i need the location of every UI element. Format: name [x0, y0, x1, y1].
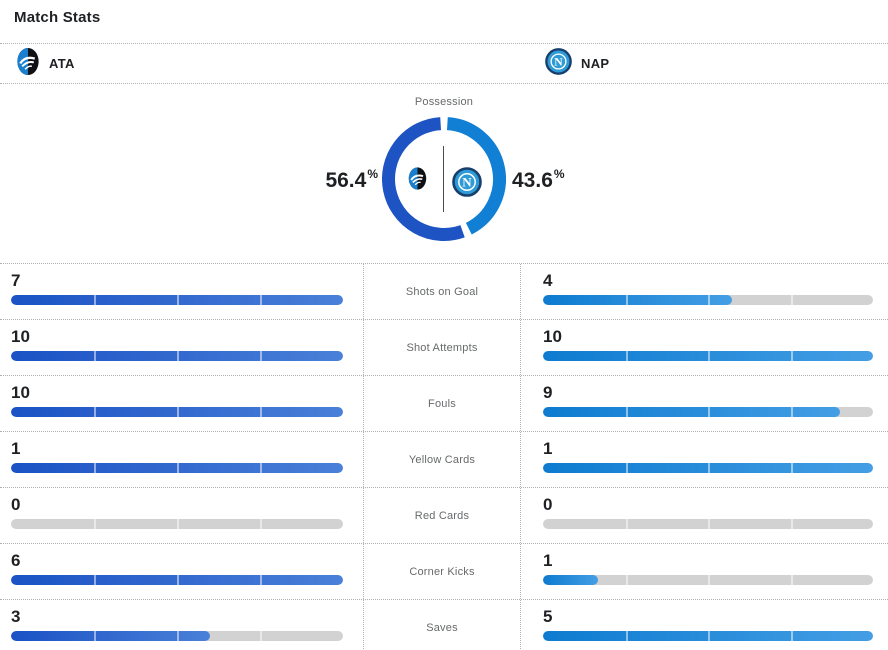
stat-label-cell: Red Cards — [363, 488, 521, 543]
atalanta-crest-icon — [16, 47, 40, 81]
stat-label: Fouls — [428, 397, 456, 410]
team-away-abbr: NAP — [581, 56, 610, 71]
team-home-abbr: ATA — [49, 56, 75, 71]
stat-cell-home: 0 — [0, 488, 363, 543]
bar-fill-away — [543, 575, 598, 585]
stat-cell-home: 6 — [0, 544, 363, 599]
stat-value-away: 0 — [543, 495, 553, 514]
stat-value-away: 1 — [543, 439, 553, 458]
donut-segment-home — [382, 117, 465, 241]
possession-title: Possession — [414, 96, 474, 108]
stat-cell-home: 3 — [0, 600, 363, 650]
stat-row: 3 Saves 5 — [0, 599, 888, 650]
stat-label-cell: Corner Kicks — [363, 544, 521, 599]
stat-cell-home: 10 — [0, 376, 363, 431]
page-title: Match Stats — [14, 9, 101, 26]
stat-row: 1 Yellow Cards 1 — [0, 431, 888, 487]
percent-sign: % — [367, 167, 378, 181]
stat-bar-away — [543, 295, 873, 305]
stat-value-away: 9 — [543, 383, 553, 402]
stat-bar-away — [543, 351, 873, 361]
stat-value-home: 6 — [11, 551, 21, 570]
stat-label: Yellow Cards — [408, 453, 476, 466]
stat-bar-home — [11, 575, 343, 585]
stat-label: Corner Kicks — [409, 565, 475, 578]
stat-value-home: 10 — [11, 383, 30, 402]
atalanta-crest-icon — [408, 166, 427, 196]
stat-label-cell: Shot Attempts — [363, 320, 521, 375]
possession-donut-chart: N — [382, 117, 506, 241]
stat-value-home: 7 — [11, 271, 21, 290]
stat-bar-home — [11, 295, 343, 305]
stat-bar-home — [11, 407, 343, 417]
stat-label-cell: Saves — [363, 600, 521, 650]
svg-text:N: N — [462, 175, 472, 190]
stat-value-away: 1 — [543, 551, 553, 570]
stat-label: Red Cards — [414, 509, 470, 522]
stat-bar-home — [11, 631, 343, 641]
stat-label: Saves — [426, 621, 458, 634]
stat-cell-away: 1 — [521, 544, 888, 599]
stat-value-home: 1 — [11, 439, 21, 458]
stat-cell-away: 1 — [521, 432, 888, 487]
svg-text:N: N — [554, 55, 563, 68]
stat-cell-home: 1 — [0, 432, 363, 487]
stat-row: 10 Fouls 9 — [0, 375, 888, 431]
team-away: N NAP — [545, 44, 609, 83]
napoli-crest-icon: N — [545, 47, 572, 80]
team-home: ATA — [16, 44, 75, 83]
stat-cell-away: 9 — [521, 376, 888, 431]
stat-cell-away: 0 — [521, 488, 888, 543]
stat-cell-away: 5 — [521, 600, 888, 650]
stat-row: 10 Shot Attempts 10 — [0, 319, 888, 375]
possession-donut — [382, 117, 506, 241]
stat-row: 0 Red Cards 0 — [0, 487, 888, 543]
stat-row: 7 Shots on Goal 4 — [0, 263, 888, 319]
stat-label-cell: Shots on Goal — [363, 264, 521, 319]
stat-label: Shots on Goal — [405, 285, 479, 298]
bar-fill-home — [11, 631, 211, 641]
stat-bar-away — [543, 407, 873, 417]
stat-cell-away: 4 — [521, 264, 888, 319]
teams-row: ATA N NAP — [0, 43, 888, 84]
stat-cell-home: 10 — [0, 320, 363, 375]
stat-value-home: 0 — [11, 495, 21, 514]
stat-bar-away — [543, 463, 873, 473]
stat-label-cell: Fouls — [363, 376, 521, 431]
stat-row: 6 Corner Kicks 1 — [0, 543, 888, 599]
donut-divider-line — [443, 146, 444, 212]
stat-label-cell: Yellow Cards — [363, 432, 521, 487]
stat-value-home: 3 — [11, 607, 21, 626]
stat-cell-away: 10 — [521, 320, 888, 375]
stat-value-home: 10 — [11, 327, 30, 346]
stat-value-away: 4 — [543, 271, 553, 290]
possession-home-value: 56.4% — [325, 167, 378, 192]
percent-sign: % — [553, 167, 565, 181]
bar-fill-away — [543, 295, 732, 305]
stat-bar-home — [11, 463, 343, 473]
stat-bar-home — [11, 519, 343, 529]
possession-away-value: 43.6% — [512, 167, 565, 192]
stat-cell-home: 7 — [0, 264, 363, 319]
stat-value-away: 10 — [543, 327, 562, 346]
napoli-crest-icon: N — [452, 167, 482, 202]
stats-grid: 7 Shots on Goal 4 10 Shot Attempts 10 10 Fouls 9… — [0, 263, 888, 650]
stat-bar-away — [543, 575, 873, 585]
bar-fill-away — [543, 407, 840, 417]
stat-bar-away — [543, 631, 873, 641]
stat-bar-home — [11, 351, 343, 361]
donut-segment-away — [446, 117, 506, 235]
stat-label: Shot Attempts — [406, 341, 478, 354]
stat-bar-away — [543, 519, 873, 529]
stat-value-away: 5 — [543, 607, 553, 626]
